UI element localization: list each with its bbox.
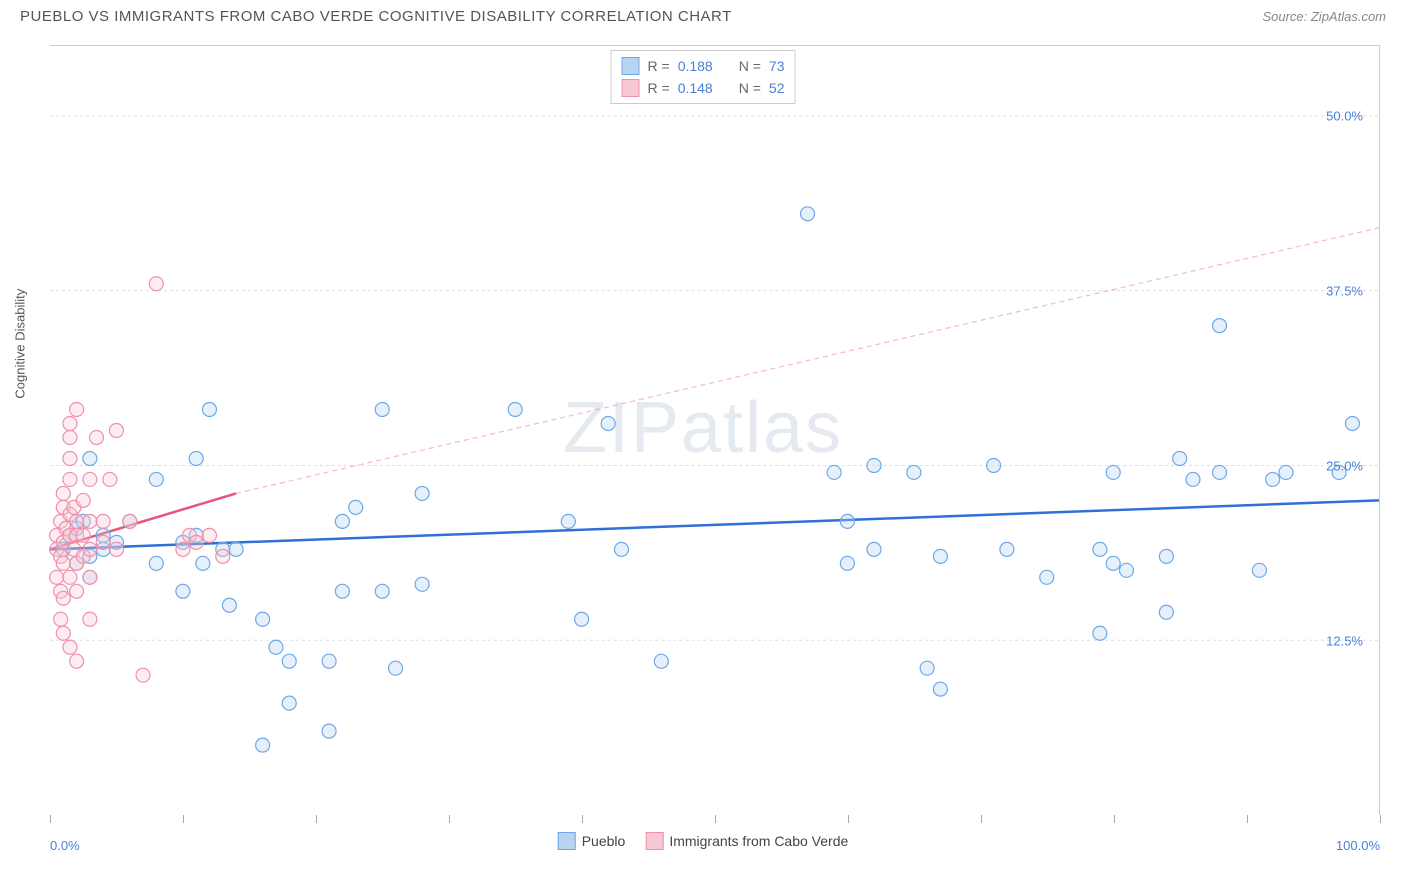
r-value: 0.188 bbox=[678, 58, 713, 74]
chart-title: PUEBLO VS IMMIGRANTS FROM CABO VERDE COG… bbox=[20, 8, 732, 25]
chart-svg bbox=[50, 46, 1379, 815]
x-axis-tick bbox=[582, 815, 583, 823]
y-axis-tick-label: 25.0% bbox=[1326, 459, 1371, 474]
x-axis-tick bbox=[1247, 815, 1248, 823]
x-axis-tick bbox=[449, 815, 450, 823]
x-axis-tick bbox=[50, 815, 51, 823]
stats-legend-row: R = 0.148 N = 52 bbox=[622, 77, 785, 99]
x-axis-tick bbox=[848, 815, 849, 823]
n-label: N = bbox=[739, 58, 761, 74]
x-axis-tick bbox=[316, 815, 317, 823]
legend-swatch bbox=[622, 79, 640, 97]
stats-legend-row: R = 0.188 N = 73 bbox=[622, 55, 785, 77]
x-axis-label-max: 100.0% bbox=[1336, 838, 1380, 853]
x-axis-tick bbox=[183, 815, 184, 823]
legend-item: Pueblo bbox=[558, 832, 626, 850]
x-axis-tick bbox=[1380, 815, 1381, 823]
n-value: 52 bbox=[769, 80, 785, 96]
x-axis-tick bbox=[715, 815, 716, 823]
legend-label: Immigrants from Cabo Verde bbox=[669, 833, 848, 849]
y-axis-tick-label: 50.0% bbox=[1326, 109, 1371, 124]
legend-swatch bbox=[558, 832, 576, 850]
x-axis-tick bbox=[981, 815, 982, 823]
n-label: N = bbox=[739, 80, 761, 96]
legend-swatch bbox=[622, 57, 640, 75]
legend-swatch bbox=[645, 832, 663, 850]
legend-item: Immigrants from Cabo Verde bbox=[645, 832, 848, 850]
legend-label: Pueblo bbox=[582, 833, 626, 849]
chart-plot-area: 12.5% 25.0% 37.5% 50.0% bbox=[50, 45, 1380, 815]
stats-legend: R = 0.188 N = 73 R = 0.148 N = 52 bbox=[611, 50, 796, 104]
y-axis-title: Cognitive Disability bbox=[13, 289, 28, 399]
r-value: 0.148 bbox=[678, 80, 713, 96]
n-value: 73 bbox=[769, 58, 785, 74]
r-label: R = bbox=[648, 58, 670, 74]
y-axis-tick-label: 12.5% bbox=[1326, 634, 1371, 649]
r-label: R = bbox=[648, 80, 670, 96]
source-attribution: Source: ZipAtlas.com bbox=[1262, 9, 1386, 24]
series-legend: Pueblo Immigrants from Cabo Verde bbox=[558, 832, 849, 850]
y-axis-tick-label: 37.5% bbox=[1326, 284, 1371, 299]
x-axis-tick bbox=[1114, 815, 1115, 823]
x-axis-label-min: 0.0% bbox=[50, 838, 80, 853]
